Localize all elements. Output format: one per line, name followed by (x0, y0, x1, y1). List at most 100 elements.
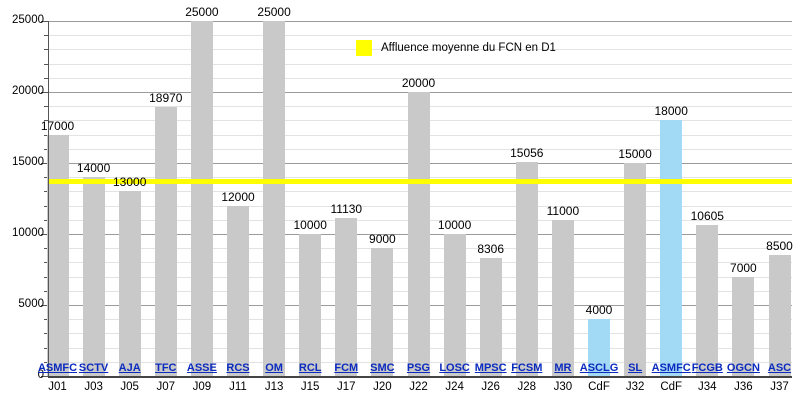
bar-value-label: 10000 (437, 218, 472, 232)
journee-label: J05 (120, 381, 139, 393)
y-axis-tick (41, 234, 49, 235)
club-link[interactable]: RCS (226, 362, 250, 374)
bar-value-label: 18000 (654, 104, 688, 119)
club-link[interactable]: TFC (155, 362, 177, 374)
bar-value-label: 13000 (113, 175, 147, 190)
average-attendance-line (49, 178, 792, 184)
cup-match-bar (660, 120, 683, 376)
bar-value-label: 12000 (221, 189, 255, 204)
bar-value-label: 10000 (293, 218, 327, 232)
club-link[interactable]: ASSE (186, 362, 217, 374)
cup-match-bar (588, 319, 610, 376)
y-axis-tick (44, 49, 49, 51)
y-axis-tick-label: 5000 (18, 298, 44, 310)
journee-label: J32 (625, 381, 645, 393)
bar-value-label: 17000 (40, 118, 75, 133)
club-link[interactable]: AJA (118, 362, 141, 374)
bar-value-label: 14000 (76, 161, 111, 176)
league-match-bar (299, 234, 322, 376)
journee-label: J13 (264, 381, 284, 393)
journee-label: J09 (192, 381, 212, 393)
league-match-bar (479, 258, 502, 376)
league-match-bar (443, 234, 466, 376)
club-link[interactable]: SL (628, 362, 643, 374)
bar-value-label: 9000 (369, 232, 396, 247)
club-link[interactable]: FCM (334, 362, 359, 374)
y-axis-tick (44, 120, 49, 122)
y-axis-tick (41, 376, 49, 377)
league-match-bar (732, 276, 755, 376)
league-match-bar (154, 106, 177, 376)
league-match-bar (696, 225, 719, 376)
y-axis-tick-label: 25000 (12, 14, 44, 26)
club-link[interactable]: ASMFC (37, 362, 78, 374)
club-link[interactable]: SCTV (78, 362, 109, 374)
y-axis-tick-label: 15000 (12, 156, 44, 168)
bar-value-label: 4000 (585, 303, 613, 318)
journee-label: J22 (409, 381, 428, 393)
bar-value-label: 8500 (766, 239, 793, 254)
y-axis-tick (44, 106, 49, 108)
journee-label: J01 (48, 381, 67, 393)
minor-gridline (49, 35, 792, 37)
club-link[interactable]: PSG (406, 362, 431, 374)
journee-label: CdF (588, 381, 610, 393)
journee-label: J07 (156, 381, 176, 393)
journee-label: J28 (517, 381, 537, 393)
club-link[interactable]: FCSM (511, 362, 543, 374)
club-link[interactable]: ASCLG (579, 362, 619, 374)
club-link[interactable]: ASC (767, 362, 792, 374)
y-axis-tick (44, 77, 49, 79)
y-axis-tick-label: 10000 (12, 227, 44, 239)
club-link[interactable]: OGCN (726, 362, 760, 374)
club-link[interactable]: LOSC (439, 362, 470, 374)
bar-value-label: 25000 (185, 5, 219, 19)
club-link[interactable]: RCL (298, 362, 322, 374)
bar-value-label: 10605 (690, 209, 724, 224)
league-match-bar (263, 21, 286, 376)
club-link[interactable]: MR (554, 362, 572, 374)
y-axis-tick (41, 305, 49, 306)
club-link[interactable]: FCGB (691, 362, 723, 374)
club-link[interactable]: SMC (370, 362, 395, 374)
bar-value-label: 15056 (510, 146, 544, 161)
y-axis-tick-label: 0 (37, 369, 44, 381)
y-axis-tick (41, 21, 49, 22)
minor-gridline (49, 77, 792, 79)
league-match-bar (46, 134, 69, 376)
y-axis-tick (44, 63, 49, 65)
bar-value-label: 7000 (730, 260, 757, 275)
league-match-bar (551, 219, 574, 376)
journee-label: J24 (445, 381, 464, 393)
journee-label: J03 (84, 381, 103, 393)
league-match-bar (624, 163, 647, 376)
y-axis-tick (41, 163, 49, 164)
league-match-bar (227, 205, 249, 376)
legend-average-swatch (356, 40, 372, 56)
minor-gridline (49, 49, 792, 51)
major-gridline (49, 21, 792, 22)
club-link[interactable]: ASMFC (651, 362, 691, 374)
journee-label: J37 (770, 381, 789, 393)
league-match-bar (371, 248, 394, 376)
y-axis-line (48, 21, 49, 378)
minor-gridline (49, 63, 792, 65)
club-link[interactable]: MPSC (474, 362, 507, 374)
x-axis-line (48, 376, 792, 378)
journee-label: J34 (698, 381, 717, 393)
journee-label: J11 (229, 381, 247, 393)
league-match-bar (768, 255, 791, 376)
bar-value-label: 8306 (477, 242, 505, 257)
league-match-bar (82, 177, 105, 376)
league-match-bar (407, 92, 430, 376)
bar-value-label: 20000 (401, 76, 436, 90)
journee-label: J15 (300, 381, 320, 393)
bar-value-label: 18970 (149, 90, 183, 105)
club-link[interactable]: OM (265, 362, 283, 374)
bar-value-label: 11130 (330, 201, 363, 216)
y-axis-tick (41, 92, 49, 93)
journee-label: J17 (337, 381, 356, 393)
legend: Affluence moyenne du FCN en D1 (356, 40, 556, 56)
league-match-bar (118, 191, 141, 376)
y-axis-tick (44, 35, 49, 37)
